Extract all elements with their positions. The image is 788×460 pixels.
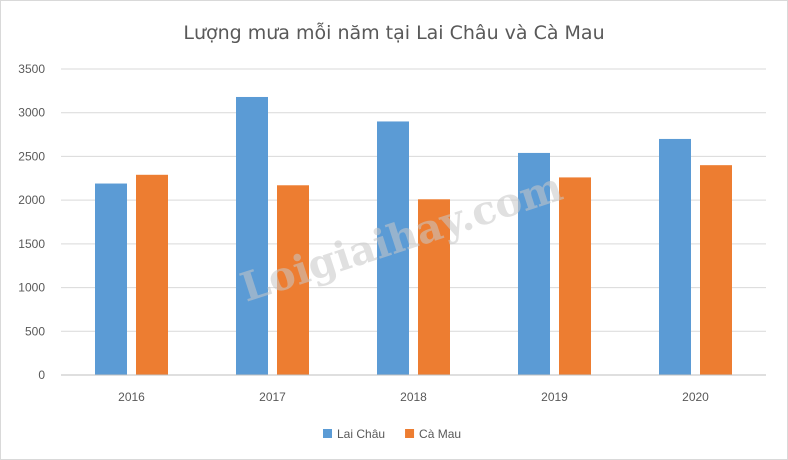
- x-tick-label: 2017: [259, 390, 286, 404]
- bar-2016-lai-chau: [95, 183, 127, 375]
- bar-2016-ca-mau: [136, 174, 168, 375]
- x-tick-label: 2018: [400, 390, 427, 404]
- bar-2018-ca-mau: [418, 199, 450, 375]
- bar-2019-lai-chau: [518, 152, 550, 375]
- y-tick-label: 2500: [18, 149, 45, 163]
- bar-2020-lai-chau: [659, 138, 691, 375]
- legend-swatch: [405, 429, 415, 438]
- gridlines: [61, 68, 766, 332]
- x-tick-label: 2016: [118, 390, 145, 404]
- bar-2017-lai-chau: [236, 96, 268, 375]
- legend: Lai Châu Cà Mau: [323, 427, 461, 441]
- y-tick-label: 3500: [18, 62, 45, 76]
- y-tick-label: 0: [38, 368, 45, 382]
- bars: [95, 96, 732, 375]
- x-axis-ticks: 2016 2017 2018 2019 2020: [118, 390, 709, 404]
- y-axis-ticks: 0 500 1000 1500 2000 2500 3000 3500: [18, 62, 45, 382]
- y-tick-label: 3000: [18, 106, 45, 120]
- bar-2019-ca-mau: [559, 177, 591, 375]
- legend-label: Cà Mau: [419, 427, 461, 441]
- x-tick-label: 2019: [541, 390, 568, 404]
- y-tick-label: 1000: [18, 281, 45, 295]
- x-tick-label: 2020: [682, 390, 709, 404]
- bar-2020-ca-mau: [700, 165, 732, 375]
- y-tick-label: 1500: [18, 237, 45, 251]
- bar-2017-ca-mau: [277, 185, 309, 375]
- legend-label: Lai Châu: [337, 427, 385, 441]
- y-tick-label: 500: [25, 324, 45, 338]
- y-tick-label: 2000: [18, 193, 45, 207]
- legend-swatch: [323, 429, 332, 438]
- bar-2018-lai-chau: [377, 121, 409, 375]
- chart-title: Lượng mưa mỗi năm tại Lai Châu và Cà Mau: [183, 21, 604, 44]
